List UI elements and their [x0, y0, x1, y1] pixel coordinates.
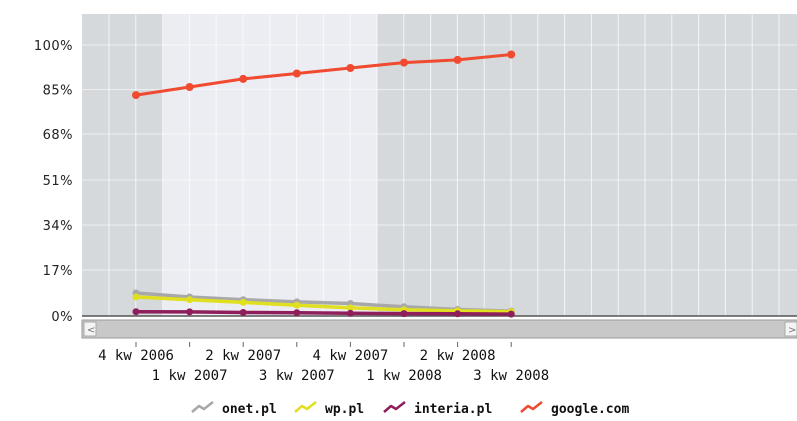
legend: onet.pl wp.pl interia.pl google.com — [191, 401, 629, 417]
data-point[interactable] — [346, 64, 355, 72]
legend-label: google.com — [551, 402, 629, 417]
data-point[interactable] — [186, 296, 194, 304]
scroll-left-button[interactable] — [83, 321, 97, 337]
data-point[interactable] — [185, 83, 194, 91]
y-tick-label: 17% — [43, 264, 73, 279]
series-line — [134, 309, 513, 316]
legend-swatch — [191, 401, 214, 413]
legend-label: onet.pl — [222, 402, 277, 417]
data-point[interactable] — [454, 310, 462, 318]
x-tick-label: 3 kw 2007 — [259, 368, 335, 384]
x-tick-label: 1 kw 2007 — [152, 368, 228, 384]
y-axis-ticks: 100% 85% 68% 51% 34% 17% 0% — [34, 39, 73, 325]
scrollbar-track[interactable] — [81, 319, 797, 339]
legend-swatch — [294, 401, 317, 413]
scroll-right-arrow: > — [788, 325, 796, 336]
data-point[interactable] — [400, 310, 408, 318]
data-point[interactable] — [239, 74, 248, 83]
y-tick-label: 0% — [51, 310, 73, 325]
series-line — [134, 53, 513, 97]
data-point[interactable] — [346, 304, 354, 312]
data-point[interactable] — [132, 308, 140, 316]
x-axis-ticks: 4 kw 2006 1 kw 2007 2 kw 2007 3 kw 2007 4 kw… — [98, 342, 549, 384]
legend-swatch — [383, 401, 406, 413]
data-point[interactable] — [507, 50, 516, 59]
series-interia-pl — [132, 308, 515, 318]
data-point[interactable] — [293, 301, 301, 309]
grid-lines — [82, 14, 797, 316]
y-tick-label: 51% — [43, 174, 73, 189]
y-tick-label: 34% — [43, 219, 73, 234]
x-tick-label: 2 kw 2007 — [205, 348, 281, 364]
scroll-right-button[interactable] — [784, 321, 797, 337]
x-tick-label: 3 kw 2008 — [473, 368, 549, 384]
data-point[interactable] — [293, 309, 301, 317]
x-tick-label: 4 kw 2006 — [98, 348, 174, 364]
data-point[interactable] — [132, 91, 140, 100]
data-point[interactable] — [292, 69, 301, 78]
legend-label: interia.pl — [414, 402, 492, 417]
data-point[interactable] — [239, 298, 247, 306]
legend-swatch — [520, 401, 543, 413]
legend-label: wp.pl — [325, 402, 364, 417]
y-tick-label: 100% — [34, 39, 73, 54]
series-google-com — [132, 50, 516, 100]
series-layer — [132, 50, 516, 318]
scroll-left-arrow: < — [87, 325, 95, 336]
y-tick-label: 68% — [43, 128, 73, 143]
data-point[interactable] — [400, 58, 408, 67]
data-point[interactable] — [239, 309, 247, 316]
x-tick-label: 4 kw 2007 — [312, 348, 388, 364]
data-point[interactable] — [453, 55, 462, 64]
y-tick-label: 85% — [43, 84, 73, 99]
data-point[interactable] — [186, 308, 194, 316]
data-point[interactable] — [507, 310, 515, 318]
data-point[interactable] — [132, 293, 140, 301]
data-point[interactable] — [346, 309, 354, 317]
x-tick-label: 1 kw 2008 — [366, 368, 442, 384]
x-tick-label: 2 kw 2008 — [420, 348, 496, 364]
series-line — [134, 295, 513, 314]
horizontal-scrollbar[interactable]: < > — [81, 319, 797, 339]
